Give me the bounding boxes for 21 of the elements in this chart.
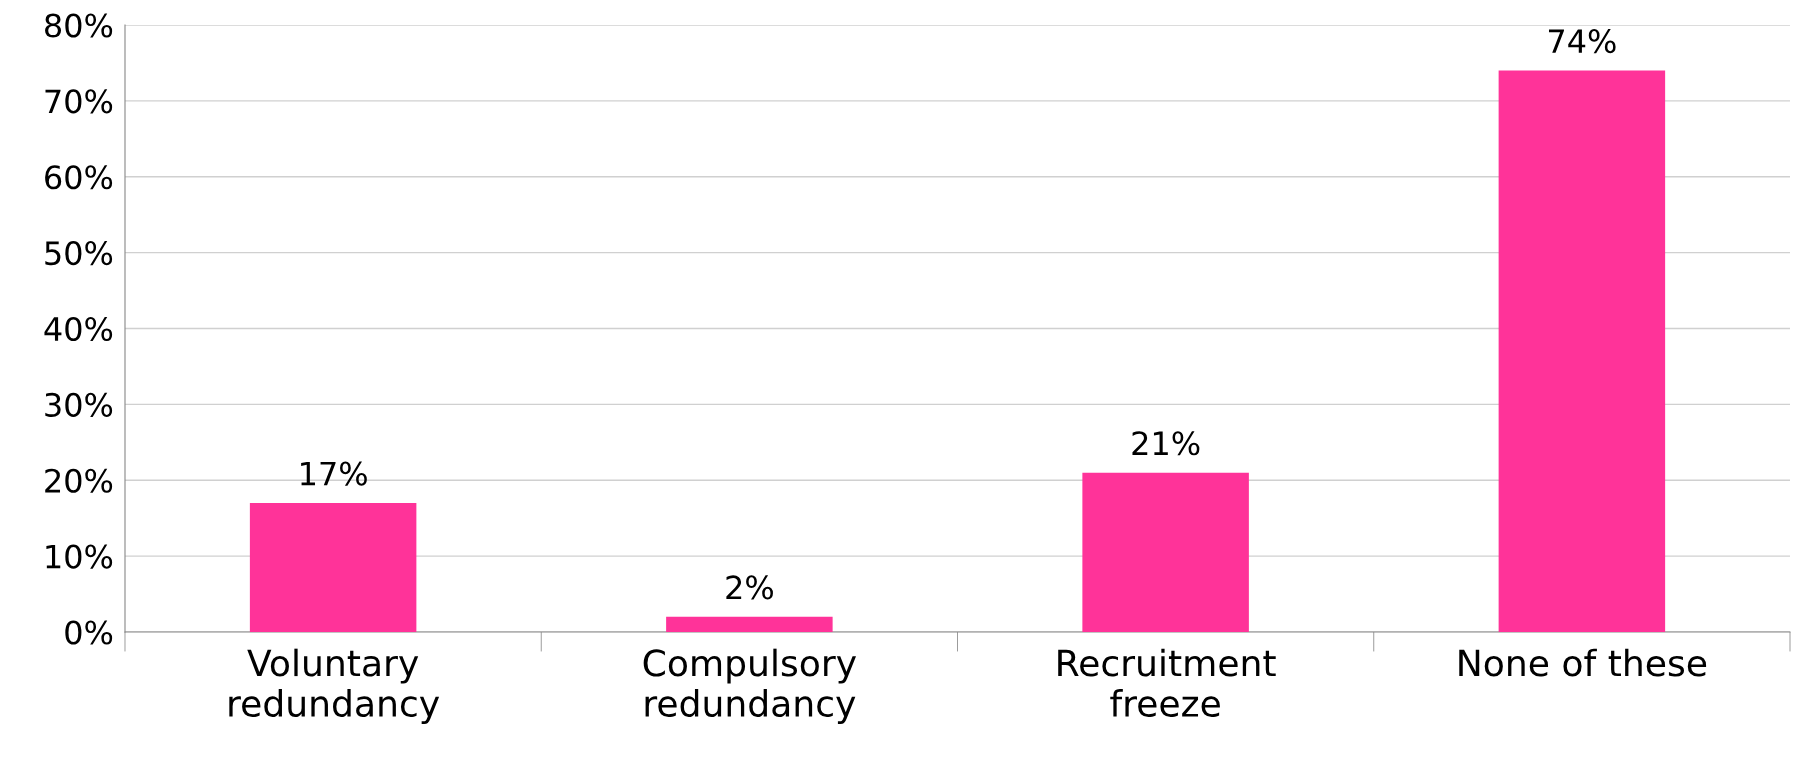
y-tick-label: 80% — [45, 13, 113, 38]
y-tick-label: 30% — [45, 392, 113, 417]
data-label: 17% — [301, 461, 367, 486]
bar — [666, 616, 833, 632]
x-tick-label: Recruitment freeze — [1058, 648, 1276, 718]
y-tick-label: 40% — [44, 316, 113, 342]
y-tick-label: 10% — [46, 544, 113, 569]
y-tick-label: 0% — [65, 620, 113, 645]
y-tick-label: 20% — [45, 468, 113, 493]
data-label: 2% — [726, 575, 773, 600]
bar — [249, 503, 417, 632]
y-tick-label: 70% — [45, 89, 113, 114]
y-tick-label: 50% — [45, 241, 113, 266]
data-label: 74% — [1548, 29, 1616, 54]
x-tick-label: Voluntary redundancy — [229, 648, 440, 725]
data-label: 21% — [1132, 431, 1200, 456]
y-tick-label: 60% — [45, 165, 113, 190]
x-tick-label: None of these — [1459, 648, 1707, 677]
x-tick-label: Compulsory redundancy — [643, 648, 857, 725]
bar — [1498, 70, 1666, 632]
bar — [1082, 472, 1249, 632]
